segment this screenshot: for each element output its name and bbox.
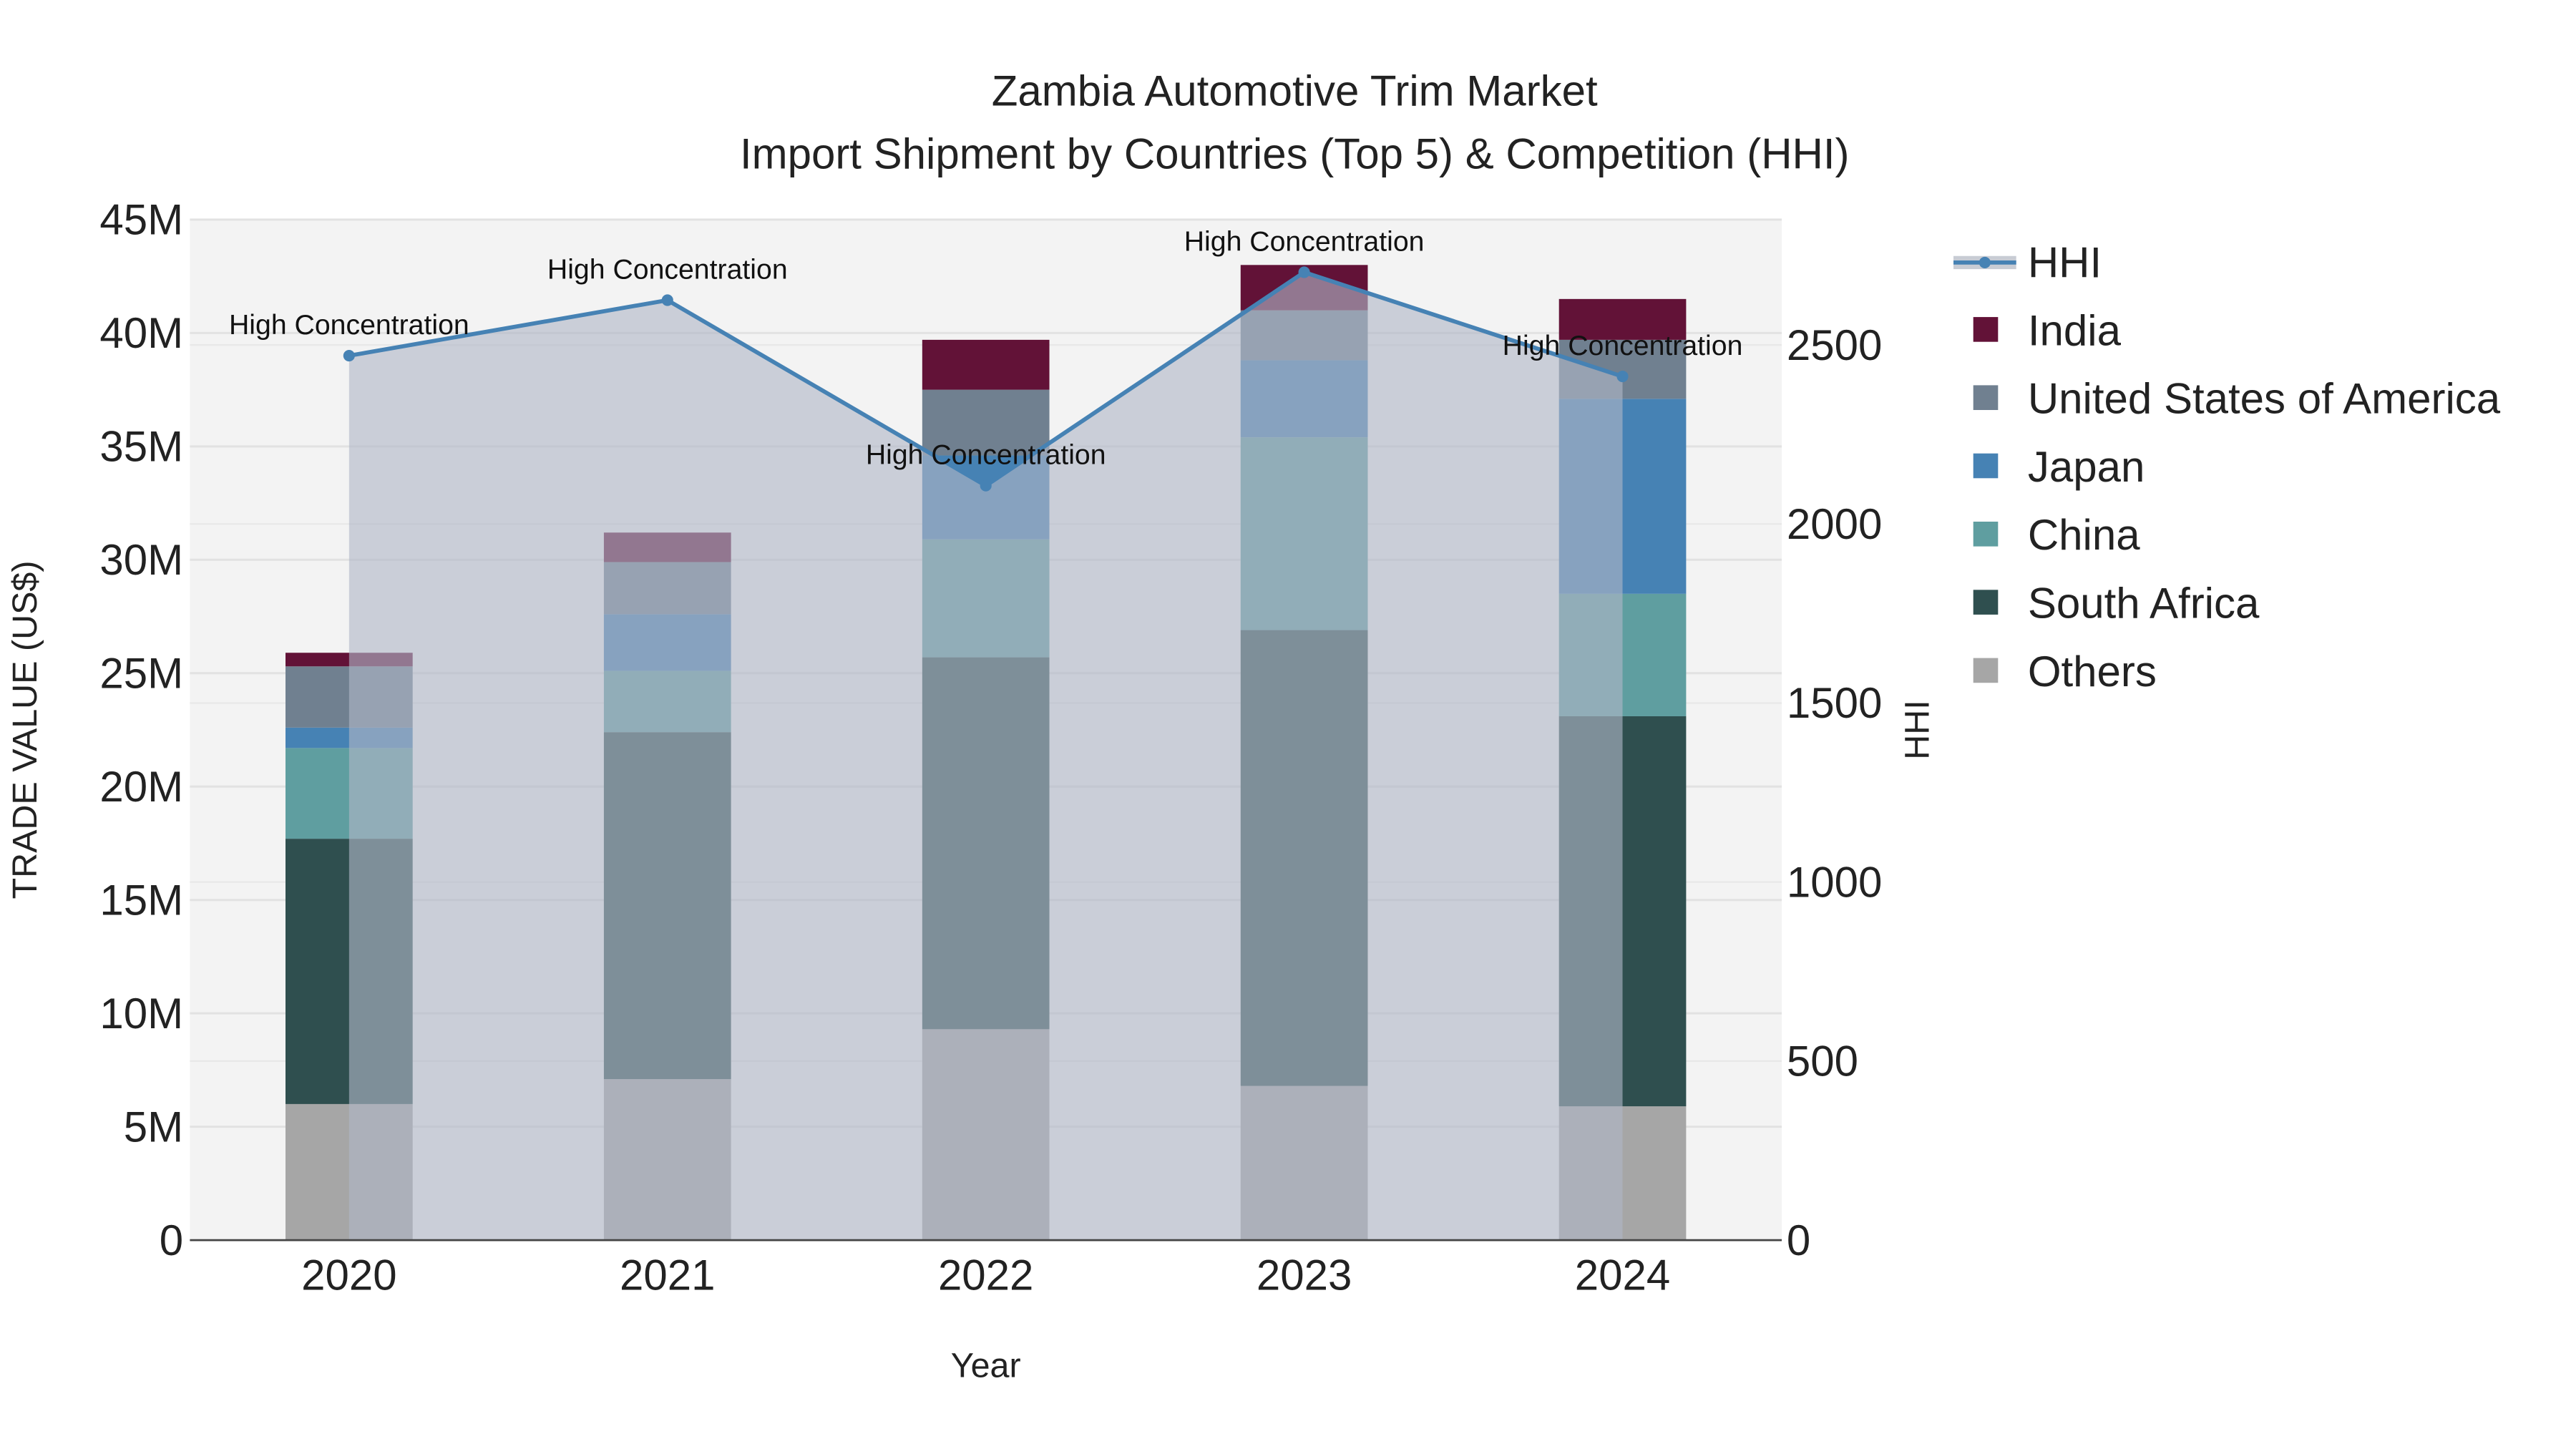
legend-hhi-marker (1979, 256, 1991, 268)
y2-tick-label: 500 (1787, 1038, 1858, 1085)
y2-tick-label: 2500 (1787, 321, 1882, 369)
legend-swatch (1973, 590, 1999, 615)
y-axis-title: TRADE VALUE (US$) (6, 561, 44, 899)
x-tick-label: 2021 (620, 1251, 715, 1299)
hhi-point (661, 294, 673, 306)
y-tick-label: 20M (99, 763, 183, 811)
y2-tick-label: 1500 (1787, 679, 1882, 727)
legend-label: China (2028, 511, 2140, 559)
hhi-annotation: High Concentration (229, 309, 469, 341)
y-tick-label: 30M (99, 536, 183, 584)
hhi-annotation: High Concentration (866, 439, 1106, 471)
hhi-annotation: High Concentration (1503, 330, 1743, 361)
y2-tick-label: 2000 (1787, 500, 1882, 548)
legend-swatch (1973, 453, 1999, 479)
bar-india (922, 339, 1050, 390)
y-tick-label: 15M (99, 876, 183, 924)
legend-swatch (1973, 522, 1999, 547)
bar-india (1558, 298, 1687, 340)
y2-tick-label: 1000 (1787, 858, 1882, 906)
legend-label: India (2028, 306, 2122, 354)
hhi-area (348, 272, 1623, 1241)
legend-swatch (1973, 385, 1999, 410)
legend-label: Others (2028, 648, 2157, 696)
hhi-annotation: High Concentration (547, 254, 788, 286)
y-tick-label: 10M (99, 990, 183, 1038)
legend-label: South Africa (2028, 580, 2260, 628)
legend-label: United States of America (2028, 375, 2501, 423)
legend-swatch (1973, 317, 1999, 342)
x-tick-label: 2020 (301, 1251, 396, 1299)
y-tick-label: 0 (160, 1216, 183, 1264)
hhi-annotation: High Concentration (1184, 225, 1425, 257)
x-tick-label: 2023 (1257, 1251, 1352, 1299)
legend-label: HHI (2028, 239, 2102, 287)
y-tick-label: 5M (124, 1103, 183, 1151)
hhi-series: High Concentration High Concentration High… (229, 225, 1743, 1241)
x-tick-label: 2024 (1575, 1251, 1670, 1299)
hhi-point (343, 350, 355, 362)
y-tick-label: 25M (99, 650, 183, 698)
x-tick-label: 2022 (938, 1251, 1033, 1299)
hhi-point (1298, 266, 1310, 278)
bar-united-states-of-america (922, 389, 1050, 456)
x-axis-title: Year (951, 1347, 1021, 1385)
y2-axis-title: HHI (1898, 700, 1936, 759)
y-tick-label: 40M (99, 309, 183, 357)
y-tick-label: 45M (99, 196, 183, 244)
hhi-point (980, 479, 992, 492)
legend: HHI India United States of America Japan Chi… (1953, 239, 2501, 696)
chart-title-line1: Zambia Automotive Trim Market (992, 67, 1598, 115)
axes: 0 5M 10M 15M 20M 25M 30M 35M 40M 45M 0 500 1000 1500 2… (99, 196, 1882, 1299)
legend-swatch (1973, 658, 1999, 683)
hhi-point (1616, 371, 1629, 383)
legend-label: Japan (2028, 443, 2145, 491)
y2-tick-label: 0 (1787, 1216, 1810, 1264)
y-tick-label: 35M (99, 423, 183, 471)
chart-title-line2: Import Shipment by Countries (Top 5) & C… (740, 130, 1850, 177)
